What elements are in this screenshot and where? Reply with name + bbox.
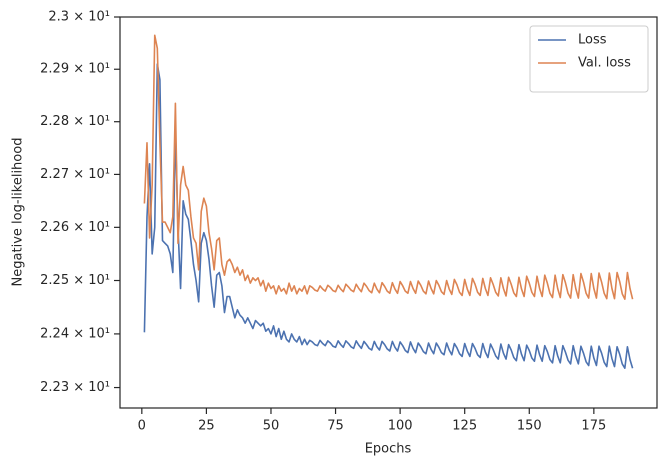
x-tick-label: 0 xyxy=(138,419,146,434)
x-tick-label: 25 xyxy=(198,419,215,434)
x-tick-label: 50 xyxy=(263,419,280,434)
x-axis-label: Epochs xyxy=(365,442,412,457)
y-tick-label: 2.27 × 10¹ xyxy=(40,167,110,182)
x-tick-label: 150 xyxy=(517,419,542,434)
y-tick-label: 2.29 × 10¹ xyxy=(40,62,110,77)
series-line xyxy=(143,63,634,370)
y-tick-label: 2.3 × 10¹ xyxy=(48,10,110,25)
x-tick-label: 175 xyxy=(581,419,606,434)
legend-label: Loss xyxy=(578,33,607,48)
plot-frame xyxy=(119,16,658,409)
series-line xyxy=(143,34,634,300)
y-tick-label: 2.28 × 10¹ xyxy=(40,114,110,129)
y-tick-label: 2.25 × 10¹ xyxy=(40,273,110,288)
legend-box xyxy=(529,25,649,93)
x-tick-label: 125 xyxy=(452,419,477,434)
y-tick-label: 2.26 × 10¹ xyxy=(40,220,110,235)
y-tick-label: 2.23 × 10¹ xyxy=(40,380,110,395)
x-tick-label: 75 xyxy=(327,419,344,434)
y-axis-label: Negative log-likelihood xyxy=(11,138,26,287)
legend-label: Val. loss xyxy=(578,56,631,71)
x-tick-label: 100 xyxy=(388,419,413,434)
y-tick-label: 2.24 × 10¹ xyxy=(40,326,110,341)
